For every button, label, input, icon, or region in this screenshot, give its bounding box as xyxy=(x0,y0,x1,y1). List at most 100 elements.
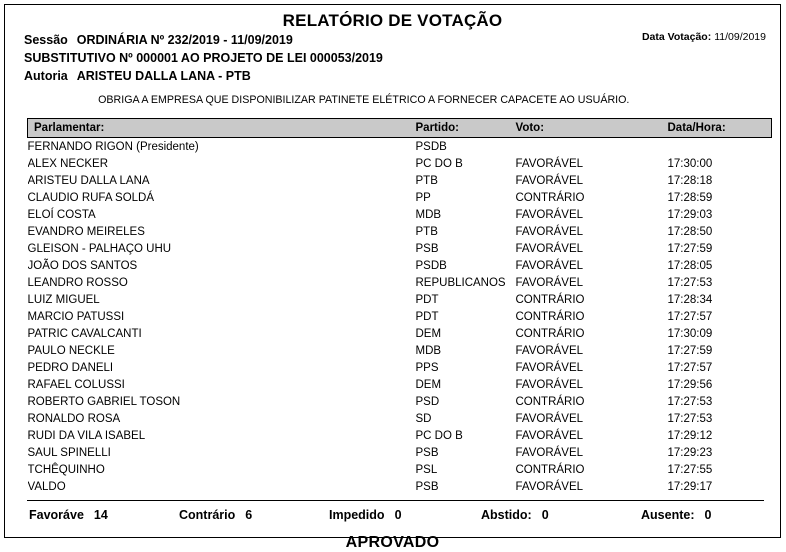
cell-parlamentar: SAUL SPINELLI xyxy=(27,447,111,459)
cell-partido: PSD xyxy=(415,395,440,408)
cell-voto: FAVORÁVEL xyxy=(515,378,584,391)
votes-table: Parlamentar: Partido: Voto: Data/Hora: F… xyxy=(27,118,772,495)
table-row: ARISTEU DALLA LANA PTB FAVORÁVEL 17:28:18 xyxy=(28,172,772,189)
table-row: PAULO NECKLE MDB FAVORÁVEL 17:27:59 xyxy=(28,342,772,359)
proposition-line: SUBSTITUTIVO Nº 000001 AO PROJETO DE LEI… xyxy=(24,49,766,67)
cell-parlamentar: EVANDRO MEIRELES xyxy=(27,226,145,238)
cell-voto: CONTRÁRIO xyxy=(515,463,585,476)
cell-partido: PSDB xyxy=(415,140,447,153)
cell-datahora: 17:28:59 xyxy=(667,191,713,204)
cell-voto: FAVORÁVEL xyxy=(515,446,584,459)
authorship-label: Autoria xyxy=(24,69,68,83)
cell-datahora: 17:28:34 xyxy=(667,293,713,306)
cell-parlamentar: ELOÍ COSTA xyxy=(27,209,96,221)
total-value: 6 xyxy=(245,508,253,522)
cell-voto: CONTRÁRIO xyxy=(515,293,585,306)
cell-parlamentar: RUDI DA VILA ISABEL xyxy=(27,430,146,442)
cell-partido: PTB xyxy=(415,225,438,238)
total-value: 0 xyxy=(541,508,549,522)
cell-datahora: 17:27:53 xyxy=(667,276,713,289)
total-value: 0 xyxy=(704,508,712,522)
column-header-voto: Voto: xyxy=(515,118,668,138)
report-page: RELATÓRIO DE VOTAÇÃO Data Votação: 11/09/… xyxy=(4,4,781,551)
result-text: APROVADO xyxy=(345,534,440,551)
cell-voto: CONTRÁRIO xyxy=(515,191,585,204)
total-label: Contrário xyxy=(179,508,236,522)
cell-voto: FAVORÁVEL xyxy=(515,225,584,238)
cell-partido: PC DO B xyxy=(415,429,463,442)
session-line: Sessão ORDINÁRIA Nº 232/2019 - 11/09/2019 xyxy=(24,31,766,49)
cell-voto: CONTRÁRIO xyxy=(515,395,585,408)
cell-partido: DEM xyxy=(415,378,442,391)
cell-datahora: 17:30:09 xyxy=(667,327,713,340)
cell-partido: PDT xyxy=(415,293,439,306)
cell-voto: FAVORÁVEL xyxy=(515,412,584,425)
table-row: RONALDO ROSA SD FAVORÁVEL 17:27:53 xyxy=(28,410,772,427)
cell-partido: MDB xyxy=(415,208,442,221)
cell-datahora: 17:29:56 xyxy=(667,378,713,391)
page-title: RELATÓRIO DE VOTAÇÃO xyxy=(282,11,503,30)
cell-datahora: 17:28:18 xyxy=(667,174,713,187)
total-label: Ausente: xyxy=(641,508,695,522)
cell-parlamentar: CLAUDIO RUFA SOLDÁ xyxy=(27,192,155,204)
cell-partido: PSDB xyxy=(415,259,447,272)
cell-partido: PDT xyxy=(415,310,439,323)
table-row: CLAUDIO RUFA SOLDÁ PP CONTRÁRIO 17:28:59 xyxy=(28,189,772,206)
cell-parlamentar: ARISTEU DALLA LANA xyxy=(27,175,150,187)
table-row: RAFAEL COLUSSI DEM FAVORÁVEL 17:29:56 xyxy=(28,376,772,393)
cell-parlamentar: MARCIO PATUSSI xyxy=(27,311,125,323)
cell-parlamentar: PEDRO DANELI xyxy=(27,362,114,374)
cell-parlamentar: FERNANDO RIGON (Presidente) xyxy=(27,141,199,153)
cell-voto: FAVORÁVEL xyxy=(515,259,584,272)
column-header-parlamentar: Parlamentar: xyxy=(27,118,416,138)
proposition-value: SUBSTITUTIVO Nº 000001 AO PROJETO DE LEI… xyxy=(24,51,383,65)
cell-voto: FAVORÁVEL xyxy=(515,480,584,493)
cell-voto: FAVORÁVEL xyxy=(515,276,584,289)
cell-datahora: 17:27:59 xyxy=(667,242,713,255)
table-row: LUIZ MIGUEL PDT CONTRÁRIO 17:28:34 xyxy=(28,291,772,308)
table-row: GLEISON - PALHAÇO UHU PSB FAVORÁVEL 17:27:5… xyxy=(28,240,772,257)
cell-datahora: 17:29:23 xyxy=(667,446,713,459)
cell-parlamentar: RONALDO ROSA xyxy=(27,413,121,425)
cell-voto: FAVORÁVEL xyxy=(515,361,584,374)
cell-partido: PSB xyxy=(415,242,439,255)
cell-parlamentar: PAULO NECKLE xyxy=(27,345,115,357)
voting-date: Data Votação: 11/09/2019 xyxy=(642,31,766,43)
table-row: FERNANDO RIGON (Presidente) PSDB xyxy=(28,138,772,156)
total-contrrio: Contrário 6 xyxy=(179,508,329,522)
votes-table-header: Parlamentar: Partido: Voto: Data/Hora: xyxy=(27,118,772,138)
table-row: LEANDRO ROSSO REPUBLICANOS FAVORÁVEL 17:27:… xyxy=(28,274,772,291)
cell-voto: FAVORÁVEL xyxy=(515,208,584,221)
cell-parlamentar: LEANDRO ROSSO xyxy=(27,277,128,289)
totals-row: Favoráve 14 Contrário 6 Impedido 0 Abstido: 0 Au… xyxy=(5,508,780,522)
cell-parlamentar: VALDO xyxy=(27,481,66,493)
cell-parlamentar: PATRIC CAVALCANTI xyxy=(27,328,142,340)
session-label: Sessão xyxy=(24,33,68,47)
cell-parlamentar: JOÃO DOS SANTOS xyxy=(27,260,138,272)
cell-datahora: 17:27:53 xyxy=(667,412,713,425)
cell-partido: REPUBLICANOS xyxy=(415,276,506,289)
total-label: Abstido: xyxy=(481,508,532,522)
table-row: TCHÊQUINHO PSL CONTRÁRIO 17:27:55 xyxy=(28,461,772,478)
cell-partido: DEM xyxy=(415,327,442,340)
total-value: 0 xyxy=(394,508,402,522)
cell-datahora: 17:27:57 xyxy=(667,361,713,374)
votes-table-wrapper: Parlamentar: Partido: Voto: Data/Hora: F… xyxy=(5,118,780,495)
cell-datahora: 17:29:12 xyxy=(667,429,713,442)
cell-voto: CONTRÁRIO xyxy=(515,310,585,323)
cell-voto: FAVORÁVEL xyxy=(515,157,584,170)
table-row: PEDRO DANELI PPS FAVORÁVEL 17:27:57 xyxy=(28,359,772,376)
cell-partido: PPS xyxy=(415,361,439,374)
total-value: 14 xyxy=(93,508,108,522)
authorship-value: ARISTEU DALLA LANA - PTB xyxy=(76,69,251,83)
authorship-line: Autoria ARISTEU DALLA LANA - PTB xyxy=(24,67,766,85)
table-row: MARCIO PATUSSI PDT CONTRÁRIO 17:27:57 xyxy=(28,308,772,325)
cell-datahora: 17:27:57 xyxy=(667,310,713,323)
cell-voto: FAVORÁVEL xyxy=(515,174,584,187)
cell-parlamentar: ROBERTO GABRIEL TOSON xyxy=(27,396,181,408)
table-row: ROBERTO GABRIEL TOSON PSD CONTRÁRIO 17:27:5… xyxy=(28,393,772,410)
cell-datahora: 17:29:17 xyxy=(667,480,713,493)
voting-date-label: Data Votação: xyxy=(641,31,712,43)
votes-table-body: FERNANDO RIGON (Presidente) PSDB ALEX NECK… xyxy=(28,138,772,496)
table-row: RUDI DA VILA ISABEL PC DO B FAVORÁVEL 17:29… xyxy=(28,427,772,444)
